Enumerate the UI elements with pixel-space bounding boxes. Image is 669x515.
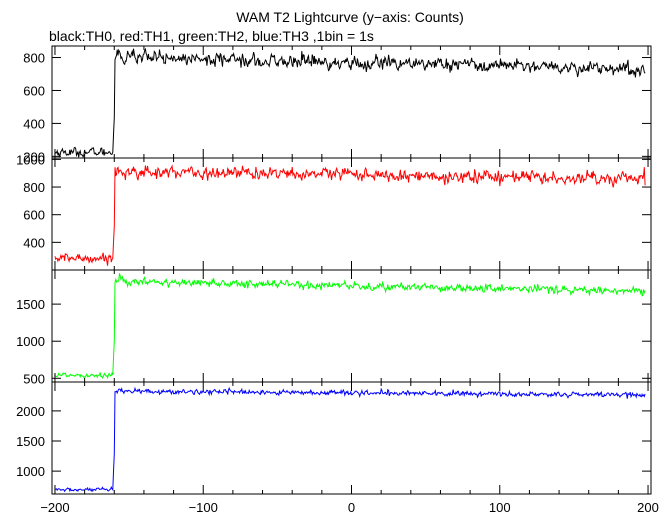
- series-line-th0: [54, 47, 646, 159]
- series-line-th2: [54, 273, 646, 380]
- y-tick-label: 200: [23, 149, 45, 164]
- y-tick-label: 2000: [16, 404, 45, 419]
- y-tick-label: 400: [23, 235, 45, 250]
- y-tick-label: 1500: [16, 297, 45, 312]
- y-tick-label: 600: [23, 83, 45, 98]
- series-line-th3: [54, 386, 646, 493]
- y-tick-label: 800: [23, 180, 45, 195]
- series-line-th1: [54, 164, 646, 266]
- x-tick-label: 200: [637, 500, 659, 515]
- x-tick-label: 0: [348, 500, 355, 515]
- y-tick-label: 600: [23, 208, 45, 223]
- chart-subtitle: black:TH0, red:TH1, green:TH2, blue:TH3 …: [49, 28, 374, 44]
- y-tick-label: 1000: [16, 152, 45, 167]
- x-tick-label: −100: [189, 500, 218, 515]
- y-tick-label: 400: [23, 116, 45, 131]
- panel-frame-2: [51, 157, 652, 271]
- y-tick-label: 500: [23, 371, 45, 386]
- y-tick-label: 1000: [16, 334, 45, 349]
- panel-frame-4: [51, 381, 652, 495]
- y-tick-label: 800: [23, 51, 45, 66]
- x-tick-label: 100: [489, 500, 511, 515]
- y-tick-label: 1000: [16, 464, 45, 479]
- x-tick-label: −200: [40, 500, 69, 515]
- chart-title: WAM T2 Lightcurve (y−axis: Counts): [236, 9, 464, 25]
- y-tick-label: 1500: [16, 434, 45, 449]
